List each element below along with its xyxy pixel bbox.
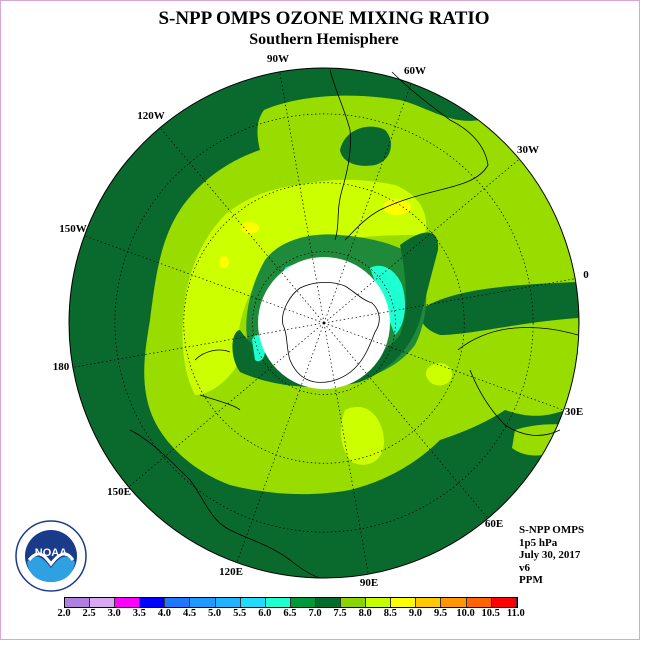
colorbar-segment xyxy=(265,598,291,607)
meridian-line xyxy=(128,322,325,488)
info-version: v6 xyxy=(519,561,530,574)
lon-label-90e: 90E xyxy=(360,577,378,589)
colorbar-tick-label: 11.0 xyxy=(506,608,525,619)
colorbar-tick-label: 5.0 xyxy=(208,608,222,619)
lon-label-30w: 30W xyxy=(517,144,539,156)
colorbar-segment xyxy=(140,598,166,607)
lon-label-30e: 30E xyxy=(565,406,583,418)
colorbar-tick-label: 8.5 xyxy=(383,608,397,619)
info-pressure-level: 1p5 hPa xyxy=(519,536,558,549)
map-border xyxy=(68,67,580,579)
region-yellow-green-e xyxy=(425,363,453,386)
colorbar-tick-label: 2.0 xyxy=(57,608,71,619)
colorbar-segment xyxy=(65,598,91,607)
colorbar-tick-label: 9.5 xyxy=(433,608,448,619)
colorbar-labels: 2.0 2.5 3.0 3.5 4.0 4.5 5.0 5.5 6.0 6.5 7.0 7.5 8.0 8… xyxy=(0,608,648,622)
info-units: PPM xyxy=(519,574,543,586)
colorbar-tick-label: 4.0 xyxy=(157,608,171,619)
colorbar-tick-label: 10.0 xyxy=(456,608,475,619)
latitude-circle xyxy=(183,182,465,464)
latitude-circle xyxy=(252,251,396,395)
lon-label-60e: 60E xyxy=(485,518,503,530)
colorbar-segment xyxy=(391,598,417,607)
region-dark-green-east xyxy=(419,282,578,335)
map-title: S-NPP OMPS OZONE MIXING RATIO xyxy=(158,8,490,29)
colorbar-segment xyxy=(215,598,241,607)
coastline-australia xyxy=(129,349,321,579)
meridian-line xyxy=(279,71,325,324)
meridian-line xyxy=(323,158,520,324)
colorbar-tick-label: 2.5 xyxy=(82,608,96,619)
meridian-line xyxy=(159,127,325,324)
region-yellow-green-s xyxy=(340,406,385,465)
colorbar-segment xyxy=(240,598,266,607)
colorbar-segment xyxy=(341,598,367,607)
region-yellow-1 xyxy=(383,199,411,215)
meridian-line xyxy=(84,235,325,324)
lon-label-90w: 90W xyxy=(267,53,289,65)
meridian-line xyxy=(323,278,576,324)
info-date: July 30, 2017 xyxy=(519,549,581,561)
meridian-line xyxy=(323,322,489,519)
colorbar-segment xyxy=(90,598,116,607)
meridian-line xyxy=(236,322,325,563)
colorbar-tick-label: 6.0 xyxy=(258,608,272,619)
svg-text:NOAA: NOAA xyxy=(35,547,67,559)
coastline-south-america xyxy=(329,69,489,241)
region-cyan-1 xyxy=(370,265,406,335)
noaa-logo: NOAA xyxy=(15,520,87,592)
colorbar-segment xyxy=(315,598,342,607)
colorbar-segment xyxy=(441,598,467,607)
lon-label-120e: 120E xyxy=(219,566,243,578)
lon-label-0: 0 xyxy=(583,269,589,281)
latitude-circle xyxy=(114,113,534,533)
colorbar-tick-label: 5.5 xyxy=(233,608,247,619)
colorbar-tick-label: 4.5 xyxy=(182,608,197,619)
region-yellow-green xyxy=(182,179,427,395)
meridian-line xyxy=(72,322,325,368)
colorbar-tick-label: 7.5 xyxy=(333,608,347,619)
region-yellow-2 xyxy=(241,222,259,234)
colorbar-segment xyxy=(366,598,392,607)
colorbar-segment xyxy=(416,598,442,607)
colorbar-tick-label: 9.0 xyxy=(408,608,422,619)
region-light-green-se xyxy=(512,424,565,456)
meridian-line xyxy=(323,322,564,411)
colorbar-segment xyxy=(491,598,517,607)
lon-label-60w: 60W xyxy=(404,65,426,77)
colorbar-segment xyxy=(165,598,191,607)
coastline-antarctica xyxy=(282,282,380,383)
lon-label-150w: 150W xyxy=(59,223,87,235)
meridian-line xyxy=(323,83,412,324)
longitude-labels: 90W 60W 30W 0 30E 60E 90E 120E 150E 180 … xyxy=(53,53,590,589)
coastline-africa xyxy=(457,327,579,436)
map-subtitle: Southern Hemisphere xyxy=(249,31,399,48)
colorbar-tick-label: 3.5 xyxy=(132,608,146,619)
colorbar-segment xyxy=(290,598,316,607)
region-dark-inner-ring xyxy=(232,232,439,388)
colorbar-segment xyxy=(115,598,141,607)
region-dark-green-notch xyxy=(340,126,391,166)
meridian-line xyxy=(323,322,369,575)
colorbar-tick-label: 6.5 xyxy=(283,608,297,619)
colorbar-segment xyxy=(190,598,216,607)
colorbar-tick-label: 7.0 xyxy=(308,608,322,619)
lon-label-120w: 120W xyxy=(137,110,165,122)
region-yellow-3 xyxy=(219,256,229,268)
info-instrument: S-NPP OMPS xyxy=(519,524,585,536)
colorbar-tick-label: 10.5 xyxy=(481,608,500,619)
lon-label-150e: 150E xyxy=(107,486,131,498)
colorbar-tick-label: 8.0 xyxy=(358,608,372,619)
info-block: S-NPP OMPS 1p5 hPa July 30, 2017 v6 PPM xyxy=(519,524,584,587)
colorbar-tick-label: 3.0 xyxy=(107,608,121,619)
colorbar-segment xyxy=(466,598,492,607)
lon-label-180: 180 xyxy=(53,361,70,373)
graticule xyxy=(72,71,576,575)
colorbar xyxy=(64,597,518,608)
figure-frame xyxy=(0,0,640,640)
